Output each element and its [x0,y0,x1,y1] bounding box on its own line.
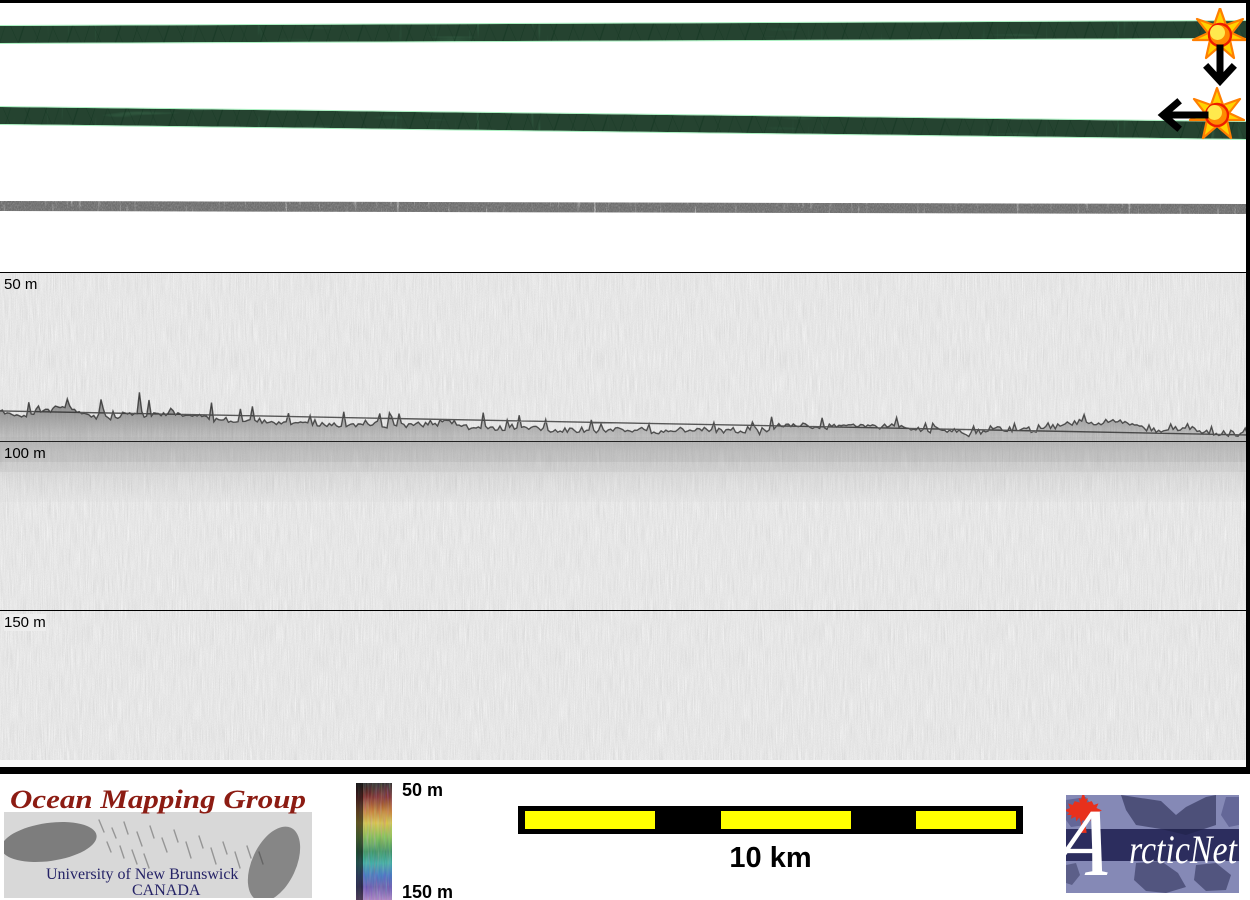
svg-text:rcticNet: rcticNet [1129,827,1238,872]
svg-text:Ocean Mapping Group: Ocean Mapping Group [10,785,306,814]
svg-text:CANADA: CANADA [132,882,201,898]
svg-text:University of New Brunswick: University of New Brunswick [46,866,238,883]
